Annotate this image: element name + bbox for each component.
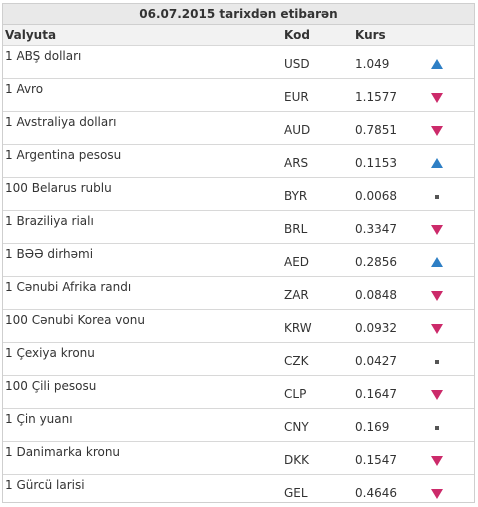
currency-code: BRL (284, 222, 308, 236)
currency-code: DKK (284, 453, 309, 467)
exchange-rate: 1.049 (355, 57, 390, 71)
exchange-rate: 0.0068 (355, 189, 397, 203)
table-row: 1 Braziliya rialı BRL 0.3347 (3, 211, 474, 244)
currency-code: GEL (284, 486, 308, 500)
currency-name: 1 Avstraliya dolları (5, 115, 117, 129)
exchange-rate: 1.1577 (355, 90, 397, 104)
table-row: 1 Çin yuanı CNY 0.169 (3, 409, 474, 442)
square-dot-icon (431, 422, 445, 434)
table-row: 1 Çexiya kronu CZK 0.0427 (3, 343, 474, 376)
triangle-up-icon (431, 59, 445, 71)
currency-code: ZAR (284, 288, 309, 302)
table-row: 100 Cənubi Korea vonu KRW 0.0932 (3, 310, 474, 343)
currency-name: 1 Argentina pesosu (5, 148, 122, 162)
triangle-down-icon (431, 92, 445, 104)
currency-name: 100 Cənubi Korea vonu (5, 313, 145, 327)
currency-name: 1 ABŞ dolları (5, 49, 82, 63)
triangle-down-icon (431, 224, 445, 236)
currency-name: 1 Çexiya kronu (5, 346, 95, 360)
currency-name: 1 Braziliya rialı (5, 214, 94, 228)
currency-code: AED (284, 255, 310, 269)
currency-name: 1 Avro (5, 82, 44, 96)
table-body: 1 ABŞ dolları USD 1.049 1 Avro EUR 1.1577 1 Av… (3, 46, 474, 507)
table-row: 1 Danimarka kronu DKK 0.1547 (3, 442, 474, 475)
table-row: 1 Avro EUR 1.1577 (3, 79, 474, 112)
table-row: 1 Cənubi Afrika randı ZAR 0.0848 (3, 277, 474, 310)
square-dot-icon (431, 356, 445, 368)
table-header-row: Valyuta Kod Kurs (3, 25, 474, 46)
exchange-rate: 0.0848 (355, 288, 397, 302)
column-header-code: Kod (284, 28, 310, 42)
table-row: 100 Çili pesosu CLP 0.1647 (3, 376, 474, 409)
table-row: 1 ABŞ dolları USD 1.049 (3, 46, 474, 79)
table-title: 06.07.2015 tarixdən etibarən (3, 4, 474, 25)
currency-name: 100 Çili pesosu (5, 379, 97, 393)
currency-code: CZK (284, 354, 309, 368)
currency-code: CNY (284, 420, 309, 434)
currency-name: 1 Danimarka kronu (5, 445, 121, 459)
exchange-rate: 0.1647 (355, 387, 397, 401)
triangle-down-icon (431, 323, 445, 335)
currency-name: 1 Çin yuanı (5, 412, 73, 426)
exchange-rate: 0.1547 (355, 453, 397, 467)
exchange-rate: 0.1153 (355, 156, 397, 170)
currency-code: BYR (284, 189, 308, 203)
exchange-rate: 0.0932 (355, 321, 397, 335)
table-row: 1 Gürcü larisi GEL 0.4646 (3, 475, 474, 507)
currency-code: KRW (284, 321, 312, 335)
currency-name: 1 BƏƏ dirhəmi (5, 247, 94, 261)
table-row: 100 Belarus rublu BYR 0.0068 (3, 178, 474, 211)
column-header-rate: Kurs (355, 28, 386, 42)
column-header-currency: Valyuta (5, 28, 57, 42)
square-dot-icon (431, 191, 445, 203)
triangle-down-icon (431, 290, 445, 302)
triangle-down-icon (431, 389, 445, 401)
exchange-rate: 0.4646 (355, 486, 397, 500)
currency-rates-table: 06.07.2015 tarixdən etibarən Valyuta Kod… (2, 3, 475, 503)
table-row: 1 BƏƏ dirhəmi AED 0.2856 (3, 244, 474, 277)
exchange-rate: 0.0427 (355, 354, 397, 368)
exchange-rate: 0.3347 (355, 222, 397, 236)
exchange-rate: 0.2856 (355, 255, 397, 269)
currency-code: CLP (284, 387, 307, 401)
table-row: 1 Avstraliya dolları AUD 0.7851 (3, 112, 474, 145)
triangle-down-icon (431, 488, 445, 500)
currency-name: 100 Belarus rublu (5, 181, 112, 195)
triangle-down-icon (431, 125, 445, 137)
triangle-down-icon (431, 455, 445, 467)
exchange-rate: 0.169 (355, 420, 390, 434)
currency-name: 1 Gürcü larisi (5, 478, 85, 492)
currency-name: 1 Cənubi Afrika randı (5, 280, 132, 294)
exchange-rate: 0.7851 (355, 123, 397, 137)
currency-code: AUD (284, 123, 311, 137)
currency-code: ARS (284, 156, 309, 170)
currency-code: USD (284, 57, 310, 71)
triangle-up-icon (431, 158, 445, 170)
table-row: 1 Argentina pesosu ARS 0.1153 (3, 145, 474, 178)
triangle-up-icon (431, 257, 445, 269)
currency-code: EUR (284, 90, 309, 104)
